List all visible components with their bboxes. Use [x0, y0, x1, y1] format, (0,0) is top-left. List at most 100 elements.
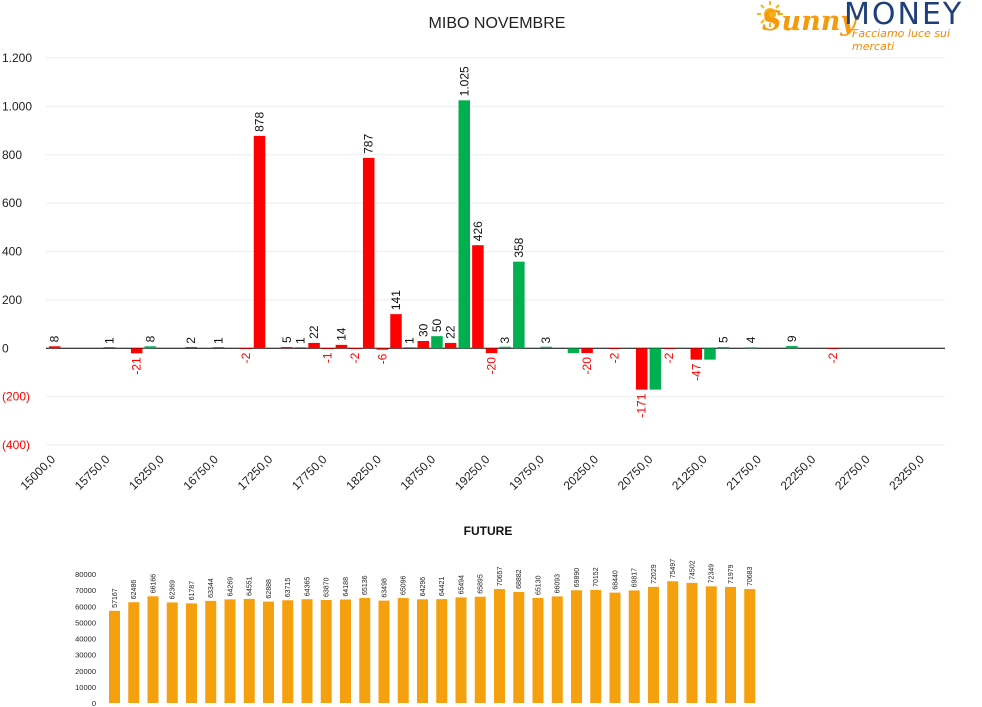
future-data-label: 62369: [170, 580, 177, 600]
bar-red: [635, 348, 648, 390]
bar-green: [458, 100, 470, 349]
data-label: 22: [307, 325, 321, 339]
bar-red: [212, 347, 225, 349]
future-data-label: 71979: [728, 564, 735, 584]
bar-red: [690, 348, 703, 360]
data-label: 1: [293, 337, 307, 344]
future-data-label: 63344: [208, 578, 215, 598]
bar-green: [649, 348, 662, 390]
bar-red: [185, 346, 197, 348]
data-label: 878: [253, 112, 267, 132]
bar-green: [567, 348, 580, 354]
future-y-tick-label: 10000: [75, 683, 96, 692]
future-y-tick-label: 70000: [75, 586, 96, 595]
future-data-label: 64269: [228, 577, 235, 597]
data-label: 3: [498, 337, 512, 344]
future-y-tick-label: 40000: [75, 635, 96, 644]
future-data-label: 64551: [247, 576, 254, 596]
future-bar: [667, 581, 679, 703]
data-label: -2: [662, 352, 676, 363]
x-tick-label: 15750,0: [72, 452, 113, 493]
future-bar: [705, 586, 717, 703]
data-label: -171: [635, 393, 649, 417]
future-bar: [513, 591, 525, 703]
bar-red: [417, 340, 430, 349]
data-label: -20: [485, 357, 499, 375]
bar-red: [444, 342, 457, 349]
future-data-label: 62486: [131, 580, 138, 600]
future-y-tick-label: 50000: [75, 618, 96, 627]
future-bar: [282, 600, 294, 703]
data-label: 8: [143, 335, 157, 342]
data-label: 9: [785, 335, 799, 342]
future-data-label: 70657: [497, 566, 504, 586]
future-bar: [609, 592, 621, 703]
x-tick-label: 21250,0: [669, 452, 710, 493]
data-label: -2: [826, 352, 840, 363]
bar-red: [130, 348, 143, 354]
future-bar: [744, 589, 756, 703]
logo-sunny-text: Sunny: [762, 6, 857, 37]
future-bar: [532, 597, 544, 703]
future-bar: [301, 599, 313, 703]
y-tick-label: 600: [2, 196, 22, 210]
future-data-label: 64421: [439, 577, 446, 597]
future-bar: [147, 596, 159, 703]
bar-green: [403, 347, 416, 349]
future-bar: [128, 602, 140, 703]
x-tick-label: 18250,0: [343, 452, 384, 493]
future-data-label: 63870: [324, 577, 331, 597]
data-label: 22: [444, 325, 458, 339]
y-tick-label: 200: [2, 293, 22, 307]
future-data-label: 74502: [690, 560, 697, 580]
data-label: 1: [403, 337, 417, 344]
bar-green: [704, 348, 716, 360]
bar-red: [49, 346, 61, 349]
x-tick-label: 19750,0: [506, 452, 547, 493]
bar-green: [513, 261, 525, 349]
future-bar: [571, 590, 582, 703]
future-data-label: 68882: [516, 569, 523, 589]
x-tick-label: 21750,0: [723, 452, 764, 493]
future-data-label: 65096: [401, 575, 408, 595]
data-label: -47: [689, 363, 703, 381]
bar-green: [786, 346, 798, 349]
future-bar: [263, 601, 274, 703]
future-data-label: 68440: [613, 570, 620, 590]
bar-red: [240, 348, 252, 350]
future-bar: [551, 596, 563, 703]
data-label: 8: [48, 335, 62, 342]
x-tick-label: 15000,0: [18, 452, 59, 493]
future-data-label: 70152: [593, 567, 600, 587]
bar-green: [540, 346, 552, 348]
data-label: 50: [430, 318, 444, 332]
future-bar: [205, 600, 217, 703]
bar-green: [144, 346, 157, 349]
bar-red: [376, 348, 389, 350]
bar-red: [349, 348, 361, 350]
future-bar: [455, 597, 467, 703]
future-data-label: 64188: [343, 577, 350, 597]
data-label: -2: [348, 352, 362, 363]
x-tick-label: 16750,0: [180, 452, 221, 493]
data-label: -2: [239, 352, 253, 363]
chart-title: MIBO NOVEMBRE: [429, 15, 566, 32]
data-label: 3: [539, 337, 553, 344]
bar-red: [608, 348, 621, 350]
future-bar: [378, 600, 390, 703]
future-data-label: 69817: [632, 568, 639, 588]
y-tick-label: 1.200: [2, 51, 32, 65]
x-tick-label: 20250,0: [561, 452, 602, 493]
bar-green: [431, 336, 443, 349]
x-tick-label: 18750,0: [398, 452, 439, 493]
data-label: 1: [102, 337, 116, 344]
data-label: 1.025: [457, 66, 471, 96]
bar-red: [322, 348, 334, 350]
bar-red: [390, 314, 402, 349]
data-label: 14: [334, 327, 348, 341]
bar-green: [745, 347, 757, 349]
future-data-label: 65494: [459, 575, 466, 595]
future-bar: [628, 590, 640, 703]
future-data-label: 65136: [362, 575, 369, 595]
future-data-label: 65130: [536, 575, 543, 595]
